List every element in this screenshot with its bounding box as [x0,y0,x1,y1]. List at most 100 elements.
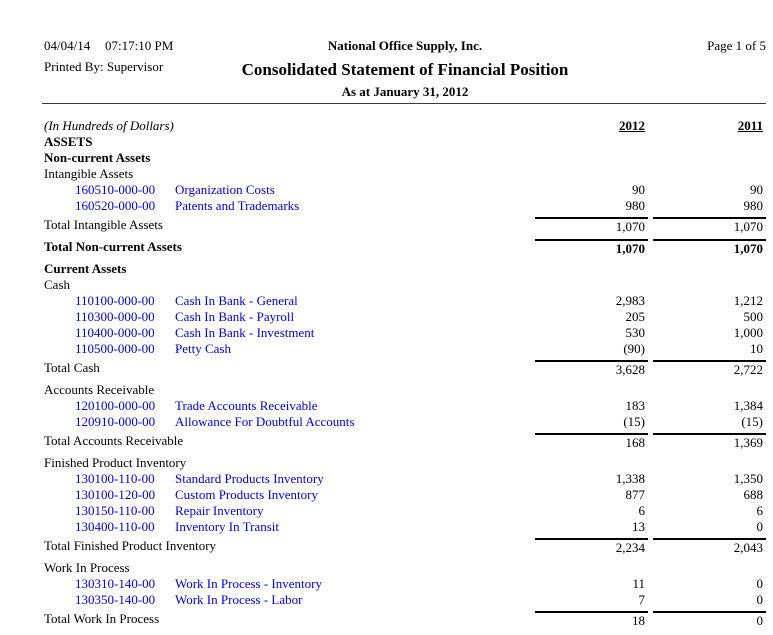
account-row: 120100-000-00 Trade Accounts Receivable 18… [44,398,766,414]
amount-2012: (15) [623,414,645,429]
account-description-link[interactable]: Work In Process - Labor [175,592,303,607]
units-label: (In Hundreds of Dollars) [44,118,174,133]
amount-2011: 90 [750,182,763,197]
account-code-link[interactable]: 160510-000-00 [75,182,156,197]
account-row: 110100-000-00 Cash In Bank - General 2,983… [44,293,766,309]
account-description-link[interactable]: Petty Cash [175,341,231,356]
amount-2011: 1,384 [733,398,763,413]
group-header-finished-product-inventory: Finished Product Inventory [44,455,187,470]
header-divider [42,103,766,104]
account-code-link[interactable]: 130310-140-00 [75,576,156,591]
amount-2012: 13 [632,519,645,534]
total-2012: 2,234 [535,538,648,556]
account-row: 130310-140-00 Work In Process - Inventory… [44,576,766,592]
account-row: 130100-120-00 Custom Products Inventory 87… [44,487,766,503]
account-description-link[interactable]: Custom Products Inventory [175,487,318,502]
total-2011: 0 [653,611,766,629]
account-row: 130350-140-00 Work In Process - Labor 7 0 [44,592,766,608]
total-row-accounts-receivable: Total Accounts Receivable 168 1,369 [44,433,766,451]
amount-2011: 0 [756,592,764,607]
amount-2011: 6 [756,503,764,518]
group-header-work-in-process: Work In Process [44,560,130,575]
account-code-link[interactable]: 120100-000-00 [75,398,156,413]
page-indicator: Page 1 of 5 [707,38,766,53]
amount-2011: 688 [743,487,764,502]
account-code-link[interactable]: 130100-120-00 [75,487,156,502]
account-code-link[interactable]: 130350-140-00 [75,592,156,607]
account-row: 160510-000-00 Organization Costs 90 90 [44,182,766,198]
amount-2011: 0 [756,519,764,534]
amount-2011: 10 [750,341,763,356]
amount-2011: (15) [741,414,763,429]
total-2012: 3,628 [535,360,648,378]
account-row: 110400-000-00 Cash In Bank - Investment 53… [44,325,766,341]
amount-2012: 7 [638,592,646,607]
section-header-current-assets: Current Assets [44,261,127,276]
group-header-cash: Cash [44,277,70,292]
report-title: Consolidated Statement of Financial Posi… [241,60,569,79]
account-description-link[interactable]: Standard Products Inventory [175,471,324,486]
account-description-link[interactable]: Work In Process - Inventory [175,576,322,591]
account-code-link[interactable]: 110400-000-00 [75,325,155,340]
total-row-work-in-process: Total Work In Process 18 0 [44,611,766,629]
account-code-link[interactable]: 120910-000-00 [75,414,156,429]
amount-2012: 205 [625,309,646,324]
account-description-link[interactable]: Cash In Bank - Investment [175,325,315,340]
group-header-intangible-assets: Intangible Assets [44,166,134,181]
total-2011: 1,070 [653,239,766,257]
total-2011: 2,043 [653,538,766,556]
amount-2012: 11 [632,576,645,591]
amount-2012: 6 [638,503,646,518]
account-code-link[interactable]: 130150-110-00 [75,503,155,518]
account-row: 130400-110-00 Inventory In Transit 13 0 [44,519,766,535]
account-description-link[interactable]: Trade Accounts Receivable [175,398,318,413]
total-2011: 2,722 [653,360,766,378]
amount-2011: 0 [756,576,764,591]
amount-2012: 183 [625,398,646,413]
account-row: 110500-000-00 Petty Cash (90) 10 [44,341,766,357]
total-2012: 1,070 [535,217,648,235]
account-code-link[interactable]: 130400-110-00 [75,519,155,534]
section-header-assets: ASSETS [44,134,93,149]
account-code-link[interactable]: 110500-000-00 [75,341,155,356]
account-row: 130100-110-00 Standard Products Inventory… [44,471,766,487]
account-description-link[interactable]: Patents and Trademarks [175,198,300,213]
total-2012: 18 [535,611,648,629]
section-header-noncurrent-assets: Non-current Assets [44,150,151,165]
total-2012: 1,070 [535,239,648,257]
total-2011: 1,369 [653,433,766,451]
account-description-link[interactable]: Cash In Bank - Payroll [175,309,295,324]
amount-2011: 1,000 [733,325,763,340]
print-date: 04/04/14 [44,38,91,53]
account-code-link[interactable]: 110100-000-00 [75,293,155,308]
amount-2011: 1,212 [733,293,763,308]
account-description-link[interactable]: Cash In Bank - General [175,293,298,308]
account-code-link[interactable]: 110300-000-00 [75,309,155,324]
account-description-link[interactable]: Organization Costs [175,182,275,197]
total-row-cash: Total Cash 3,628 2,722 [44,360,766,378]
amount-2012: 980 [625,198,646,213]
total-row-noncurrent-assets: Total Non-current Assets 1,070 1,070 [44,239,766,257]
amount-2011: 500 [743,309,764,324]
total-row-intangible-assets: Total Intangible Assets 1,070 1,070 [44,217,766,235]
amount-2012: 90 [632,182,645,197]
column-header-2011: 2011 [737,118,763,133]
printed-by-value: Supervisor [106,59,164,74]
printed-by-label: Printed By: [44,59,104,74]
account-row: 120910-000-00 Allowance For Doubtful Acco… [44,414,766,430]
account-description-link[interactable]: Repair Inventory [175,503,264,518]
account-code-link[interactable]: 160520-000-00 [75,198,156,213]
total-row-finished-product-inventory: Total Finished Product Inventory 2,234 2,0… [44,538,766,556]
report-body: (In Hundreds of Dollars) 2012 2011 ASSET… [44,118,766,633]
account-description-link[interactable]: Inventory In Transit [175,519,279,534]
report-subtitle: As at January 31, 2012 [341,84,469,99]
amount-2011: 1,350 [733,471,763,486]
account-code-link[interactable]: 130100-110-00 [75,471,155,486]
column-header-row: (In Hundreds of Dollars) 2012 2011 [44,118,766,134]
amount-2012: 1,338 [615,471,645,486]
account-description-link[interactable]: Allowance For Doubtful Accounts [175,414,355,429]
amount-2012: 877 [625,487,646,502]
group-header-accounts-receivable: Accounts Receivable [44,382,155,397]
amount-2012: 530 [625,325,646,340]
amount-2012: 2,983 [615,293,645,308]
